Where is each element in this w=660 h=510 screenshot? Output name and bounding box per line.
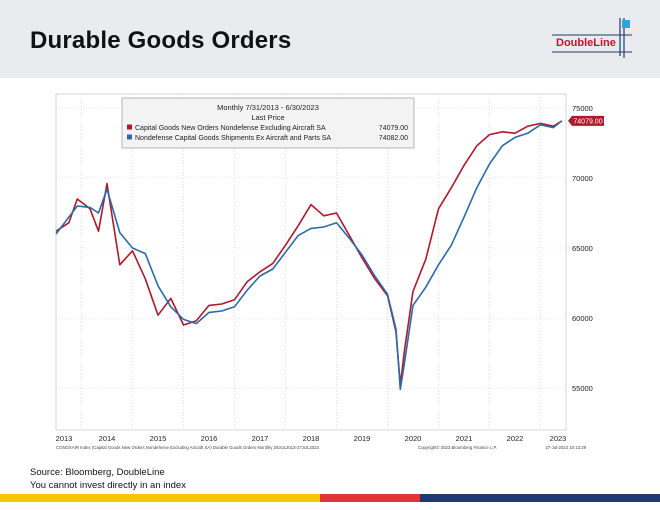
last-value-label: 74079.00: [573, 119, 602, 126]
header-bar: Durable Goods Orders DoubleLine: [0, 0, 660, 78]
y-tick-label: 60000: [572, 314, 593, 323]
x-tick-label: 2018: [303, 434, 320, 443]
x-tick-label: 2023: [550, 434, 567, 443]
y-tick-label: 55000: [572, 384, 593, 393]
legend-subtitle: Last Price: [251, 113, 284, 122]
plot-frame: [55, 93, 567, 431]
x-tick-label: 2020: [405, 434, 422, 443]
y-tick-label: 70000: [572, 174, 593, 183]
logo-text: DoubleLine: [556, 37, 616, 49]
legend-swatch: [127, 134, 132, 140]
footnote-left: CGNOXAIR Index (Capital Goods New Orders…: [56, 445, 320, 450]
disclaimer-note: You cannot invest directly in an index: [30, 480, 186, 491]
y-tick-label: 75000: [572, 104, 593, 113]
series-line-orders: [55, 120, 563, 387]
legend-box: [121, 97, 415, 149]
legend-entry-label: Nondefense Capital Goods Shipments Ex Ai…: [135, 135, 331, 142]
series-line-shipments: [55, 120, 563, 391]
legend-entry-value: 74079.00: [379, 125, 408, 132]
last-value-flag: [568, 115, 604, 126]
page-title: Durable Goods Orders: [30, 27, 292, 54]
x-tick-label: 2017: [252, 434, 269, 443]
source-note: Source: Bloomberg, DoubleLine: [30, 467, 165, 478]
footnote-mid: Copyright© 2023 Bloomberg Finance L.P.: [418, 445, 497, 450]
line-chart: 55000 60000 65000 70000 75000 2013 2014 2015 201…: [55, 93, 604, 450]
legend-title: Monthly 7/31/2013 - 6/30/2023: [217, 103, 319, 112]
x-tick-label: 2021: [456, 434, 473, 443]
footer-stripe-yellow: [0, 494, 320, 502]
x-tick-label: 2013: [56, 434, 73, 443]
legend-entry-value: 74082.00: [379, 135, 408, 142]
x-tick-label: 2019: [354, 434, 371, 443]
footer-stripe-navy: [420, 494, 660, 502]
footer-stripe-red: [320, 494, 420, 502]
legend-swatch: [127, 124, 132, 130]
x-tick-label: 2022: [507, 434, 524, 443]
legend-entry-label: Capital Goods New Orders Nondefense Excl…: [135, 125, 326, 132]
x-tick-label: 2015: [150, 434, 167, 443]
x-tick-label: 2014: [99, 434, 116, 443]
logo-graphic: [552, 18, 632, 58]
doubleline-logo: DoubleLine: [552, 18, 632, 60]
footnote-right: 27-Jul-2023 10:13:29: [545, 445, 586, 450]
x-tick-label: 2016: [201, 434, 218, 443]
chart-area: 55000 60000 65000 70000 75000 2013 2014 2015 201…: [0, 78, 660, 458]
y-tick-label: 65000: [572, 244, 593, 253]
